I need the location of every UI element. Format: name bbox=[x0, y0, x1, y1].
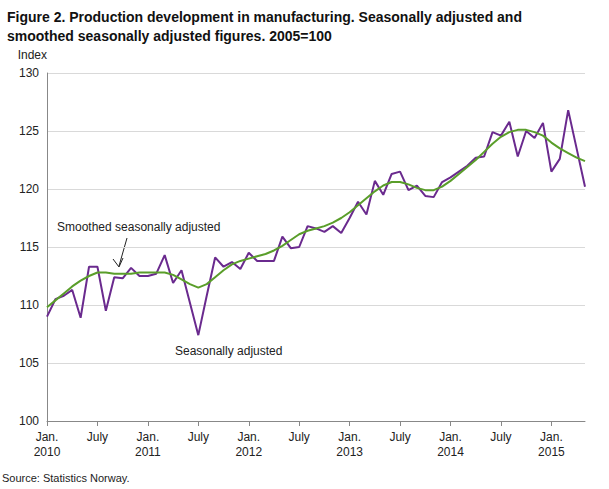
svg-text:smoothed seasonally adjusted f: smoothed seasonally adjusted figures. 20… bbox=[7, 28, 332, 44]
svg-text:2012: 2012 bbox=[235, 445, 262, 459]
svg-text:Smoothed seasonally adjusted: Smoothed seasonally adjusted bbox=[57, 220, 220, 234]
svg-text:Jan.: Jan. bbox=[338, 430, 361, 444]
svg-text:Index: Index bbox=[18, 48, 47, 62]
svg-text:115: 115 bbox=[20, 240, 39, 254]
svg-text:110: 110 bbox=[20, 298, 39, 312]
svg-text:2013: 2013 bbox=[336, 445, 363, 459]
svg-text:Seasonally adjusted: Seasonally adjusted bbox=[175, 344, 282, 358]
svg-text:July: July bbox=[490, 430, 511, 444]
svg-text:Jan.: Jan. bbox=[540, 430, 563, 444]
svg-text:July: July bbox=[188, 430, 209, 444]
svg-text:2010: 2010 bbox=[34, 445, 61, 459]
svg-text:Jan.: Jan. bbox=[237, 430, 260, 444]
svg-text:Source: Statistics Norway.: Source: Statistics Norway. bbox=[2, 472, 130, 484]
svg-text:Jan.: Jan. bbox=[36, 430, 59, 444]
svg-text:July: July bbox=[289, 430, 310, 444]
svg-text:125: 125 bbox=[19, 124, 39, 138]
svg-text:Figure 2. Production developme: Figure 2. Production development in manu… bbox=[7, 9, 522, 25]
svg-text:130: 130 bbox=[19, 66, 39, 80]
svg-text:120: 120 bbox=[19, 182, 39, 196]
svg-text:Jan.: Jan. bbox=[439, 430, 462, 444]
svg-text:July: July bbox=[389, 430, 410, 444]
svg-text:100: 100 bbox=[19, 414, 39, 428]
svg-text:Jan.: Jan. bbox=[137, 430, 160, 444]
svg-text:2015: 2015 bbox=[538, 445, 565, 459]
svg-text:July: July bbox=[87, 430, 108, 444]
svg-text:2011: 2011 bbox=[135, 445, 161, 459]
svg-text:2014: 2014 bbox=[437, 445, 464, 459]
svg-text:105: 105 bbox=[19, 356, 39, 370]
